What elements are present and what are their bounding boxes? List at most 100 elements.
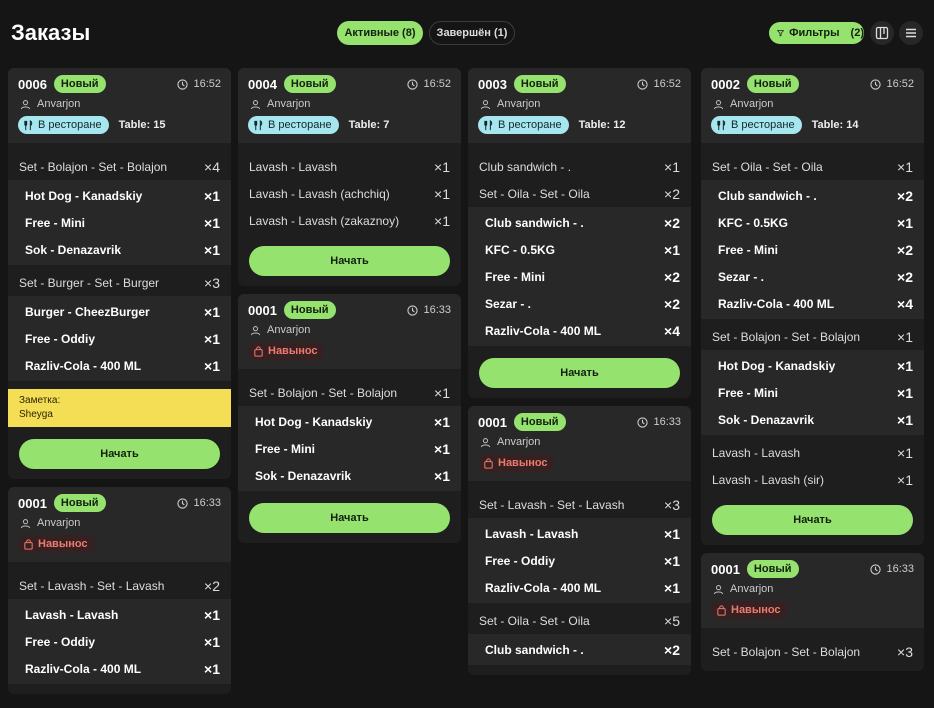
items: Club sandwich - . ×1 Set - Oila - Set - Oi… — [468, 143, 691, 346]
place-badge: Навынос — [711, 601, 788, 619]
place-icon — [483, 119, 494, 131]
card-top-row: 0003 Новый 16:52 — [478, 75, 681, 93]
item-qty: ×3 — [897, 643, 913, 660]
note-label: Заметка: — [19, 395, 61, 406]
item-qty: ×2 — [664, 185, 680, 202]
item-qty: ×4 — [204, 158, 220, 175]
item-qty: ×1 — [897, 328, 913, 345]
sub-items: Lavash - Lavash ×1 Free - Oddiy ×1 Razliv-Co… — [468, 518, 691, 603]
item-qty: ×3 — [204, 274, 220, 291]
filter-button[interactable]: Фильтры (2) — [769, 22, 864, 44]
sub-item-qty: ×1 — [434, 440, 450, 457]
item-row: Set - Lavash - Set - Lavash ×3 — [468, 491, 691, 518]
spacer — [8, 688, 231, 694]
sub-item-qty: ×1 — [664, 525, 680, 542]
order-id: 0002 — [711, 76, 740, 92]
page-title: Заказы — [11, 20, 91, 45]
sub-item-row: Club sandwich - . ×2 — [701, 182, 924, 209]
column: 0003 Новый 16:52 Anvarjon В ресторане Table: … — [468, 68, 691, 708]
item-name: Set - Bolajon - Set - Bolajon — [712, 644, 861, 659]
place-badge: В ресторане — [478, 116, 569, 134]
user-row: Anvarjon — [711, 98, 914, 110]
item-qty: ×1 — [434, 185, 450, 202]
sub-item-row: Free - Oddiy ×1 — [468, 547, 691, 574]
items: Set - Lavash - Set - Lavash ×3 Lavash - La… — [468, 481, 691, 665]
sub-item-name: Razliv-Cola - 400 ML — [718, 296, 835, 311]
sub-item-name: Lavash - Lavash — [485, 526, 579, 541]
sub-items: Club sandwich - . ×2 KFC - 0.5KG ×1 Free - M… — [701, 180, 924, 319]
item-row: Set - Bolajon - Set - Bolajon ×1 — [238, 379, 461, 406]
place-row: В ресторане Table: 12 — [478, 116, 681, 134]
start-button[interactable]: Начать — [479, 358, 680, 388]
order-card: 0001 Новый 16:33 Anvarjon Навынос Set - Bolaj… — [701, 553, 924, 671]
sub-item-name: Razliv-Cola - 400 ML — [25, 661, 142, 676]
sub-items: Hot Dog - Kanadskiy ×1 Free - Mini ×1 Sok - … — [238, 406, 461, 491]
item-row: Set - Oila - Set - Oila ×5 — [468, 607, 691, 634]
menu-button[interactable] — [899, 21, 923, 45]
sub-item-row: Free - Mini ×1 — [701, 379, 924, 406]
sub-item-name: Sok - Denazavrik — [718, 412, 815, 427]
card-top-row: 0001 Новый 16:33 — [478, 413, 681, 431]
item-row: Set - Bolajon - Set - Bolajon ×1 — [701, 323, 924, 350]
tab-active[interactable]: Активные (8) — [337, 21, 423, 45]
item-qty: ×2 — [204, 577, 220, 594]
place-text: Навынос — [38, 538, 88, 550]
sub-item-qty: ×1 — [204, 241, 220, 258]
item-name: Set - Bolajon - Set - Bolajon — [249, 385, 398, 400]
sub-item-row: Razliv-Cola - 400 ML ×1 — [8, 352, 231, 379]
order-id: 0006 — [18, 76, 47, 92]
sub-item-row: Sezar - . ×2 — [701, 263, 924, 290]
sub-item-qty: ×1 — [664, 579, 680, 596]
sub-item-row: Sezar - . ×2 — [468, 290, 691, 317]
card-header: 0001 Новый 16:33 Anvarjon Навынос — [701, 553, 924, 628]
sub-item-row: Free - Mini ×1 — [238, 435, 461, 462]
time-text: 16:52 — [423, 78, 451, 90]
table-number: Table: 15 — [118, 119, 166, 131]
item-name: Lavash - Lavash (achchiq) — [249, 186, 390, 201]
sub-item-name: Razliv-Cola - 400 ML — [25, 358, 142, 373]
sub-item-row: Sok - Denazavrik ×1 — [701, 406, 924, 433]
order-card: 0003 Новый 16:52 Anvarjon В ресторане Table: … — [468, 68, 691, 398]
place-text: Навынос — [731, 604, 781, 616]
sub-item-name: Free - Oddiy — [25, 634, 96, 649]
user-row: Anvarjon — [711, 583, 914, 595]
start-button[interactable]: Начать — [19, 439, 220, 469]
sub-item-qty: ×1 — [897, 214, 913, 231]
start-button[interactable]: Начать — [249, 503, 450, 533]
table-number: Table: 14 — [811, 119, 859, 131]
start-button[interactable]: Начать — [712, 505, 913, 535]
item-name: Set - Oila - Set - Oila — [712, 159, 823, 174]
sub-item-row: Razliv-Cola - 400 ML ×4 — [468, 317, 691, 344]
order-card: 0004 Новый 16:52 Anvarjon В ресторане Table: … — [238, 68, 461, 286]
clock-icon — [177, 497, 189, 509]
user-name: Anvarjon — [267, 98, 311, 110]
item-name: Set - Oila - Set - Oila — [479, 613, 590, 628]
sub-item-row: Sok - Denazavrik ×1 — [238, 462, 461, 489]
tab-done[interactable]: Завершён (1) — [429, 21, 515, 45]
sub-item-name: Club sandwich - . — [485, 642, 584, 657]
place-row: В ресторане Table: 15 — [18, 116, 221, 134]
card-header: 0001 Новый 16:33 Anvarjon Навынос — [468, 406, 691, 481]
order-time: 16:52 — [637, 78, 681, 90]
sub-item-qty: ×2 — [664, 641, 680, 658]
sub-item-row: Free - Mini ×1 — [8, 209, 231, 236]
sub-item-row: Razliv-Cola - 400 ML ×1 — [8, 655, 231, 682]
card-header: 0001 Новый 16:33 Anvarjon Навынос — [238, 294, 461, 369]
place-icon — [253, 119, 264, 131]
time-text: 16:52 — [193, 78, 221, 90]
sub-item-qty: ×1 — [897, 384, 913, 401]
status-badge: Новый — [513, 75, 566, 93]
start-button[interactable]: Начать — [249, 246, 450, 276]
item-qty: ×3 — [664, 496, 680, 513]
sub-item-name: Free - Oddiy — [25, 331, 96, 346]
layout-button[interactable] — [870, 21, 894, 45]
item-row: Set - Bolajon - Set - Bolajon ×4 — [8, 153, 231, 180]
item-row: Lavash - Lavash (zakaznoy) ×1 — [238, 207, 461, 234]
item-row: Set - Oila - Set - Oila ×1 — [701, 153, 924, 180]
order-card: 0006 Новый 16:52 Anvarjon В ресторане Table: … — [8, 68, 231, 479]
user-icon — [480, 437, 491, 448]
place-badge: В ресторане — [18, 116, 109, 134]
sub-item-qty: ×1 — [204, 303, 220, 320]
user-name: Anvarjon — [497, 436, 541, 448]
menu-icon — [906, 28, 916, 38]
